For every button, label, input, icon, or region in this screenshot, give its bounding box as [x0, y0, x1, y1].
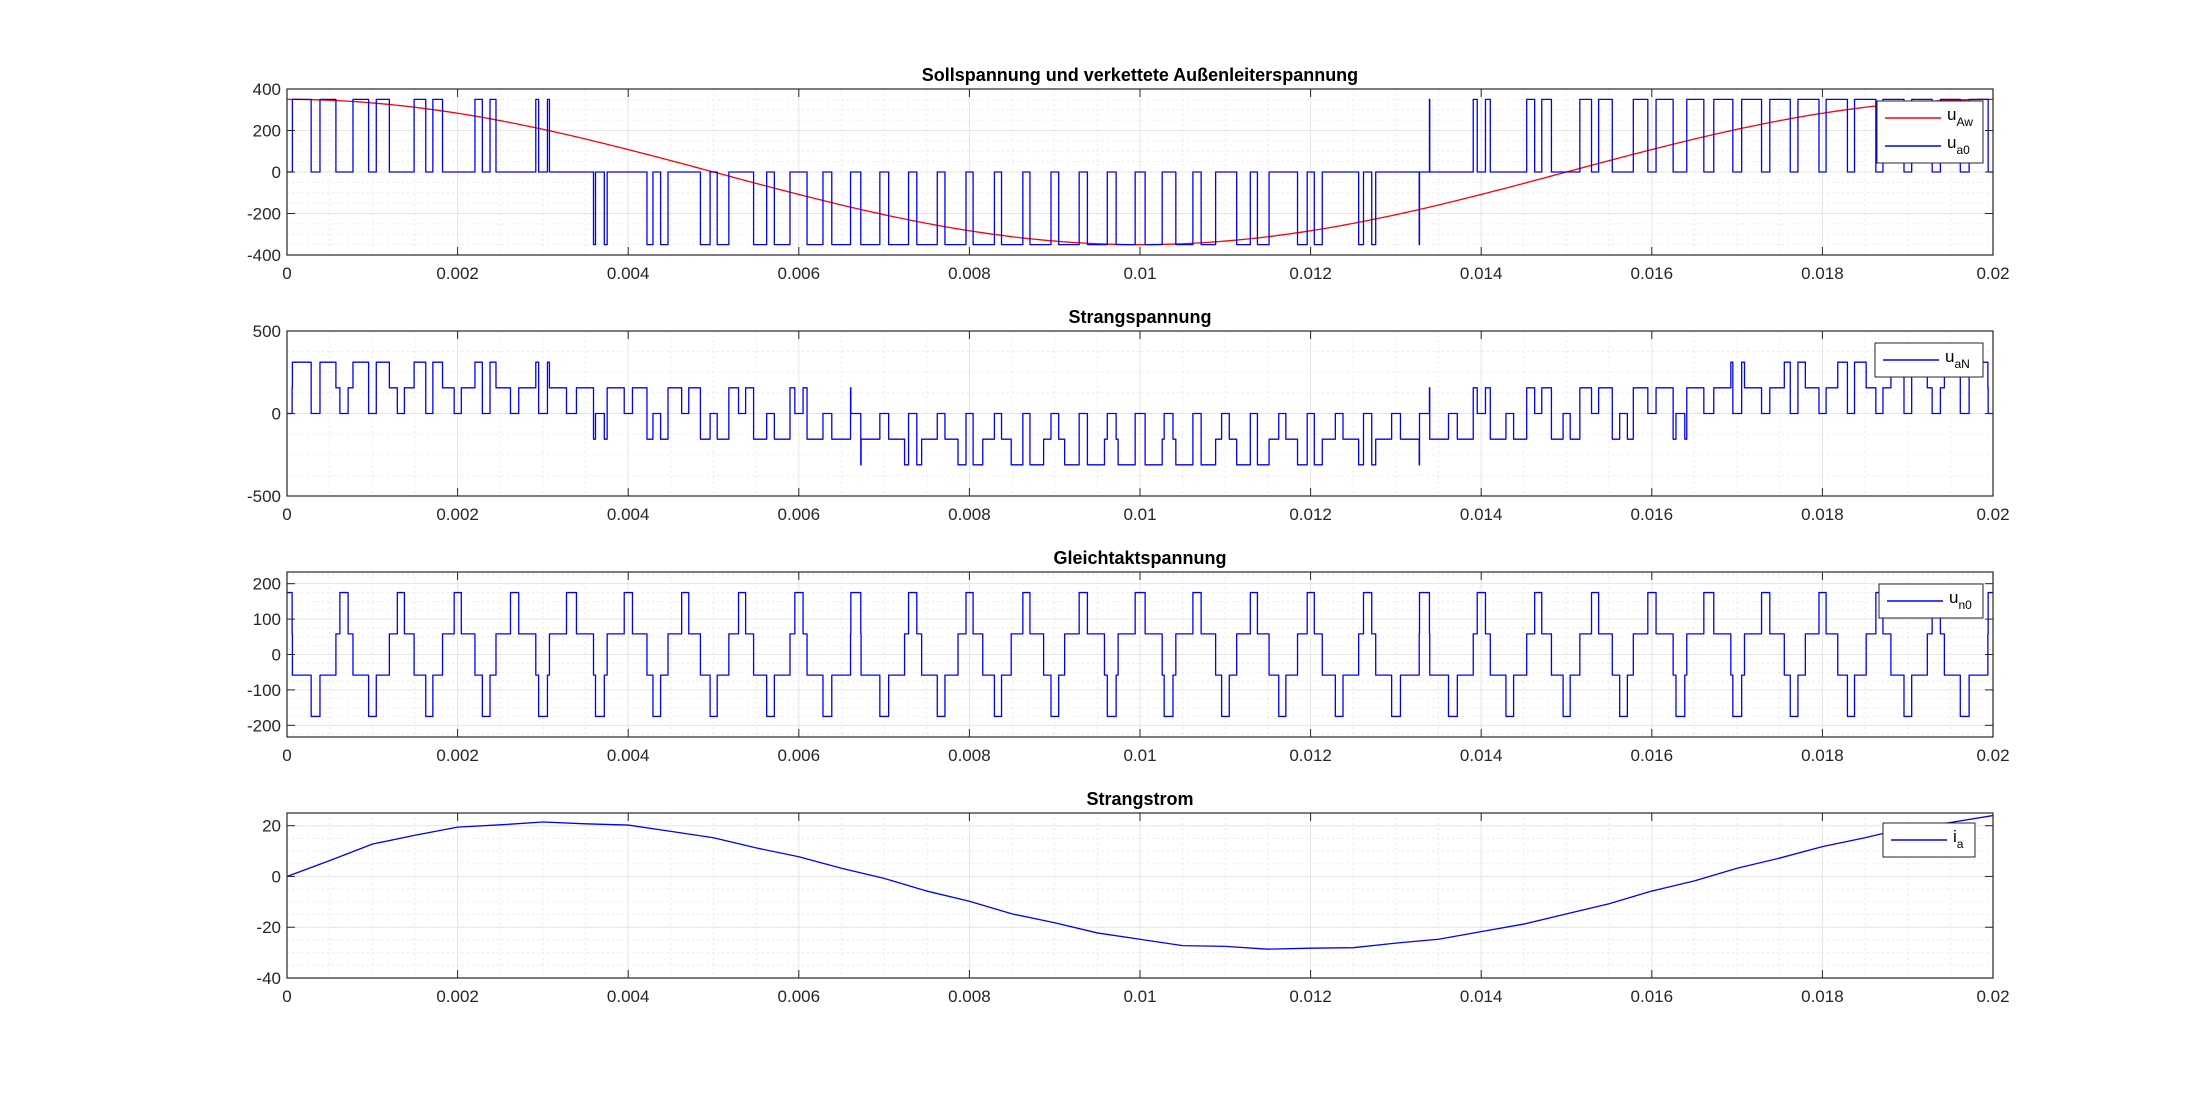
legend-label-main: u [1947, 105, 1956, 124]
x-tick-label: 0.018 [1801, 264, 1844, 283]
x-tick-label: 0.014 [1460, 746, 1503, 765]
y-tick-label: 20 [262, 817, 281, 836]
legend-label-subscript: a0 [1956, 143, 1970, 157]
x-tick-label: 0.018 [1801, 505, 1844, 524]
legend: ia [1882, 822, 1976, 858]
x-tick-label: 0.004 [607, 264, 650, 283]
subplot-1: 0 0.002 0.004 0.006 0.008 0.01 0.012 0.014 0.016… [247, 65, 2010, 283]
legend-box [1876, 100, 1984, 164]
x-tick-label: 0.006 [778, 746, 821, 765]
x-tick-label: 0.01 [1123, 987, 1156, 1006]
y-tick-label: 200 [253, 122, 281, 141]
x-tick-label: 0.016 [1631, 264, 1674, 283]
y-tick-label: 200 [253, 575, 281, 594]
x-tick-label: 0.014 [1460, 264, 1503, 283]
y-tick-label: 0 [272, 163, 281, 182]
series-line-i-a [287, 814, 1993, 950]
y-tick-label: 500 [253, 322, 281, 341]
x-tick-label: 0 [282, 505, 291, 524]
x-tick-label: 0.008 [948, 746, 991, 765]
x-tick-label: 0.014 [1460, 987, 1503, 1006]
y-tick-label: 0 [272, 405, 281, 424]
subplot-4: 0 0.002 0.004 0.006 0.008 0.01 0.012 0.014 0.016… [256, 789, 2009, 1006]
y-tick-label: -200 [247, 205, 281, 224]
x-tick-label: 0.018 [1801, 746, 1844, 765]
x-tick-label: 0.016 [1631, 746, 1674, 765]
x-tick-label: 0.02 [1976, 505, 2009, 524]
x-tick-label: 0.02 [1976, 746, 2009, 765]
legend-label-main: i [1953, 827, 1957, 846]
series-line-u-n0 [287, 591, 1993, 718]
legend-label-subscript: aN [1954, 357, 1969, 371]
y-tick-label: 100 [253, 610, 281, 629]
legend-label-subscript: Aw [1956, 115, 1973, 129]
x-tick-label: 0.006 [778, 264, 821, 283]
x-tick-label: 0.01 [1123, 264, 1156, 283]
x-tick-label: 0.008 [948, 264, 991, 283]
x-tick-label: 0.014 [1460, 505, 1503, 524]
series-line-u-Aw [287, 98, 1993, 246]
x-tick-label: 0.002 [436, 505, 479, 524]
legend-label: ua0 [1947, 133, 1970, 157]
x-tick-label: 0.012 [1289, 746, 1332, 765]
chart-title: Strangspannung [1069, 307, 1212, 327]
x-tick-label: 0.002 [436, 746, 479, 765]
legend-label-subscript: n0 [1958, 598, 1972, 612]
x-tick-label: 0.01 [1123, 505, 1156, 524]
x-tick-label: 0.012 [1289, 987, 1332, 1006]
y-tick-label: -200 [247, 716, 281, 735]
x-tick-label: 0.004 [607, 987, 650, 1006]
x-tick-label: 0.02 [1976, 264, 2009, 283]
y-tick-label: 400 [253, 80, 281, 99]
legend-label: ia [1953, 827, 1964, 851]
x-tick-label: 0.002 [436, 987, 479, 1006]
x-tick-label: 0.008 [948, 987, 991, 1006]
legend-label-main: u [1947, 133, 1956, 152]
x-tick-label: 0.018 [1801, 987, 1844, 1006]
x-tick-label: 0.016 [1631, 505, 1674, 524]
chart-title: Strangstrom [1086, 789, 1193, 809]
x-tick-label: 0.002 [436, 264, 479, 283]
y-tick-label: 0 [272, 867, 281, 886]
y-tick-label: -500 [247, 487, 281, 506]
y-tick-label: -400 [247, 246, 281, 265]
series-line-u-a0 [287, 98, 1993, 246]
x-tick-label: 0.012 [1289, 264, 1332, 283]
x-tick-label: 0.01 [1123, 746, 1156, 765]
legend-label-main: u [1949, 588, 1958, 607]
legend-label: uAw [1947, 105, 1973, 129]
legend-label: uaN [1945, 347, 1970, 371]
x-tick-label: 0 [282, 987, 291, 1006]
y-tick-label: -40 [256, 969, 281, 988]
y-tick-label: 0 [272, 646, 281, 665]
legend: un0 [1878, 583, 1984, 619]
y-tick-label: -100 [247, 681, 281, 700]
x-tick-label: 0.02 [1976, 987, 2009, 1006]
x-tick-label: 0 [282, 264, 291, 283]
y-tick-label: -20 [256, 918, 281, 937]
legend: uaN [1874, 342, 1984, 378]
series-line-u-aN [287, 361, 1993, 466]
x-tick-label: 0 [282, 746, 291, 765]
x-tick-label: 0.016 [1631, 987, 1674, 1006]
x-tick-label: 0.008 [948, 505, 991, 524]
subplot-2: 0 0.002 0.004 0.006 0.008 0.01 0.012 0.014 0.016… [247, 307, 2010, 524]
subplot-3: 0 0.002 0.004 0.006 0.008 0.01 0.012 0.014 0.016… [247, 548, 2010, 765]
x-tick-label: 0.004 [607, 746, 650, 765]
legend-label-subscript: a [1957, 837, 1964, 851]
chart-title: Sollspannung und verkettete Außenleiters… [922, 65, 1358, 85]
x-tick-label: 0.012 [1289, 505, 1332, 524]
legend-label: un0 [1949, 588, 1972, 612]
x-tick-label: 0.004 [607, 505, 650, 524]
x-tick-label: 0.006 [778, 987, 821, 1006]
legend-label-main: u [1945, 347, 1954, 366]
chart-title: Gleichtaktspannung [1053, 548, 1226, 568]
x-tick-label: 0.006 [778, 505, 821, 524]
